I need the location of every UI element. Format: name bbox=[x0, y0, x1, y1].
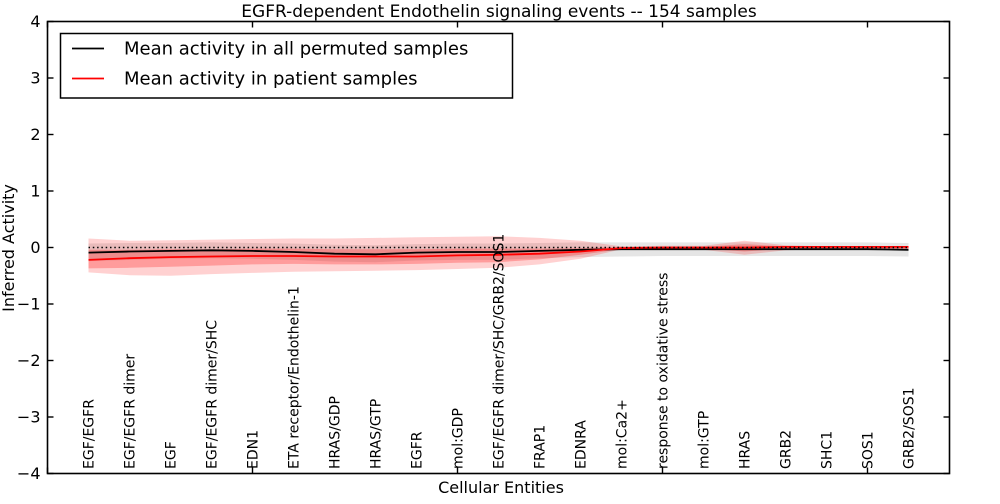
ytick-label: 0 bbox=[30, 238, 40, 257]
legend-box bbox=[59, 32, 514, 99]
patient-samples-inner-band bbox=[88, 244, 909, 269]
legend-label-permuted: Mean activity in all permuted samples bbox=[124, 39, 468, 60]
ytick-label: 4 bbox=[30, 12, 40, 31]
y-axis-label: Inferred Activity bbox=[0, 184, 18, 312]
ytick-label: −4 bbox=[17, 464, 41, 483]
category-label: EGF/EGFR dimer/SHC/GRB2/SOS1 bbox=[492, 234, 508, 469]
category-label: EDN1 bbox=[246, 430, 262, 469]
x-axis-label: Cellular Entities bbox=[438, 478, 564, 497]
chart-title: EGFR-dependent Endothelin signaling even… bbox=[241, 2, 757, 22]
category-label: EGFR bbox=[410, 431, 426, 469]
category-label: response to oxidative stress bbox=[656, 273, 672, 469]
ytick-label: −2 bbox=[17, 351, 41, 370]
ytick-label: −1 bbox=[17, 295, 41, 314]
plot-area: 4 3 2 1 0 −1 −2 −3 −4 EGF/EGFR EGF/EGFR dimer EGF EG… bbox=[17, 12, 951, 483]
category-label: mol:GTP bbox=[697, 411, 713, 469]
category-label: EGF/EGFR dimer/SHC bbox=[205, 320, 221, 469]
category-label: SOS1 bbox=[861, 431, 877, 469]
category-label: HRAS/GTP bbox=[369, 399, 385, 469]
category-label: SHC1 bbox=[820, 431, 836, 469]
category-label: mol:Ca2+ bbox=[615, 399, 631, 469]
category-label: HRAS/GDP bbox=[328, 396, 344, 469]
series-line-patient bbox=[88, 246, 909, 261]
category-label: HRAS bbox=[738, 431, 754, 469]
ytick-label: 3 bbox=[30, 69, 40, 88]
ytick-label: 2 bbox=[30, 125, 40, 144]
patient-samples-outer-band bbox=[88, 236, 909, 276]
category-label: mol:GDP bbox=[451, 408, 467, 469]
legend-label-patient: Mean activity in patient samples bbox=[124, 69, 418, 90]
category-label: ETA receptor/Endothelin-1 bbox=[287, 286, 303, 469]
category-label: GRB2/SOS1 bbox=[902, 387, 918, 469]
category-label: GRB2 bbox=[779, 430, 795, 469]
category-label: FRAP1 bbox=[533, 425, 549, 469]
ytick-label: −3 bbox=[17, 408, 41, 427]
legend: Mean activity in all permuted samples Me… bbox=[59, 32, 514, 99]
ytick-label: 1 bbox=[30, 182, 40, 201]
series-line-permuted bbox=[88, 248, 909, 256]
category-label: EDNRA bbox=[574, 420, 590, 469]
category-label: EGF/EGFR bbox=[82, 399, 98, 469]
category-label: EGF bbox=[164, 441, 180, 469]
category-label: EGF/EGFR dimer bbox=[123, 354, 139, 469]
